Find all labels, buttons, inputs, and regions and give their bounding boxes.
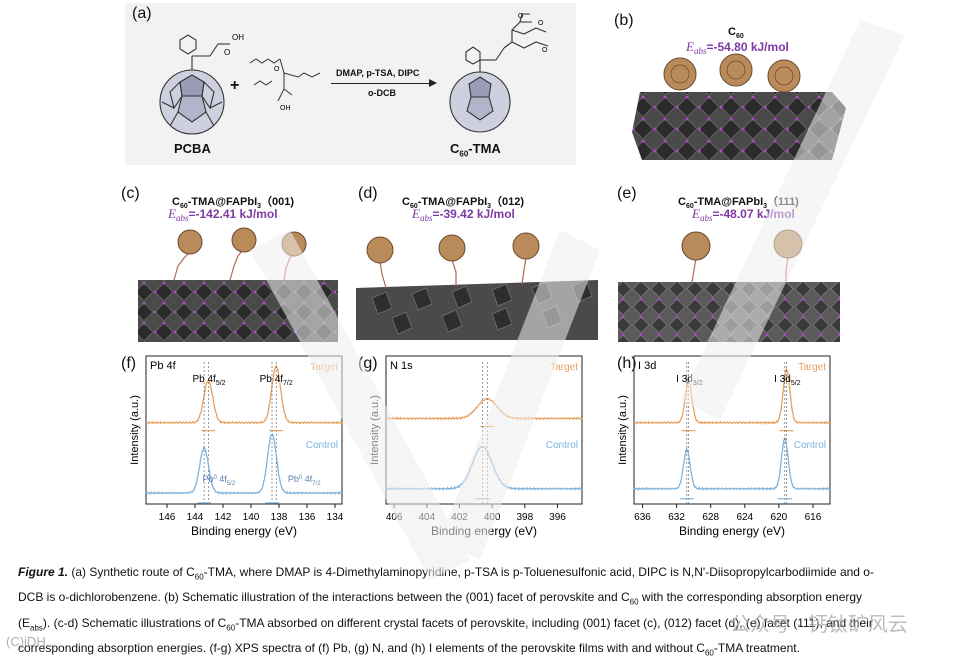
- plot-frame: [385, 355, 583, 505]
- x-tick-label: 398: [516, 512, 533, 523]
- xps-chart-i: 636 632 628 624 620 616 Binding energy (eV) Int…: [617, 355, 831, 538]
- panel-label-a: (a): [132, 5, 152, 22]
- panel-b-model: [632, 53, 846, 160]
- panel-d-model: [356, 232, 598, 340]
- panel-c-eabs: Eabs=-142.41 kJ/mol: [168, 206, 278, 224]
- series-label-control: Control: [306, 440, 338, 451]
- svg-text:O: O: [518, 13, 524, 20]
- peak-label: I 3d3/2: [676, 374, 703, 387]
- reaction-arrow: [331, 83, 431, 84]
- series-line-target: [385, 397, 583, 421]
- svg-text:O: O: [274, 66, 280, 73]
- x-axis-label: Binding energy (eV): [191, 524, 297, 538]
- panel-label-f: (f): [121, 355, 137, 372]
- series-label-target: Target: [310, 362, 338, 373]
- panel-label-b: (b): [614, 12, 634, 29]
- x-tick-label: 402: [451, 512, 468, 523]
- x-tick-label: 142: [215, 512, 232, 523]
- x-tick-label: 636: [634, 512, 651, 523]
- y-axis-label: Intensity (a.u.): [129, 395, 141, 465]
- caption-line-3: (Eabs). (c-d) Schematic illustrations of…: [18, 615, 873, 633]
- figure-caption: Figure 1. (a) Synthetic route of C60-TMA…: [18, 562, 953, 664]
- panel-d-eabs: Eabs=-39.42 kJ/mol: [412, 206, 515, 224]
- series-line-target: [633, 367, 831, 425]
- x-tick-label: 624: [736, 512, 753, 523]
- series-label-target: Target: [550, 362, 578, 373]
- series-label-target: Target: [798, 362, 826, 373]
- x-tick-label: 136: [299, 512, 316, 523]
- svg-text:OH: OH: [280, 105, 291, 112]
- x-tick-label: 144: [187, 512, 204, 523]
- panel-c-model: [138, 227, 338, 342]
- x-tick-label: 628: [702, 512, 719, 523]
- x-axis-label: Binding energy (eV): [431, 524, 537, 538]
- c60-tma-structure: O O O: [449, 13, 549, 133]
- panel-label-e: (e): [617, 185, 637, 202]
- product-label: C60-TMA: [450, 141, 501, 159]
- x-tick-label: 138: [271, 512, 288, 523]
- metal-pb-label: Pb0 4f7/2: [288, 474, 321, 487]
- reaction-arrow-head: [429, 79, 437, 87]
- x-tick-label: 400: [484, 512, 501, 523]
- svg-text:O: O: [538, 20, 544, 27]
- peak-label: I 3d5/2: [774, 374, 801, 387]
- plot-frame: [633, 355, 831, 505]
- series-line-control: [385, 445, 583, 492]
- watermark-corner: (C)iDH...: [6, 634, 57, 649]
- svg-text:O: O: [542, 47, 548, 54]
- series-line-target: [145, 364, 343, 425]
- reaction-conditions-bottom: o-DCB: [368, 88, 396, 98]
- panel-e-eabs: Eabs=-48.07 kJ/mol: [692, 206, 795, 224]
- corner-label: N 1s: [390, 360, 413, 372]
- x-tick-label: 134: [327, 512, 344, 523]
- corner-label: Pb 4f: [150, 360, 177, 372]
- reagent-pcba-label: PCBA: [174, 141, 211, 156]
- reaction-conditions-top: DMAP, p-TSA, DIPC: [336, 68, 420, 78]
- peak-label: Pb 4f7/2: [260, 374, 293, 387]
- svg-text:OH: OH: [232, 33, 244, 42]
- xps-chart-pb: 146 144 142 140 138 136 134 Binding energy (eV)…: [129, 355, 344, 538]
- x-tick-label: 406: [386, 512, 403, 523]
- caption-line-4: corresponding absorption energies. (f-g)…: [18, 641, 800, 658]
- x-tick-label: 146: [159, 512, 176, 523]
- series-label-control: Control: [794, 440, 826, 451]
- panel-label-c: (c): [121, 185, 140, 202]
- y-axis-label: Intensity (a.u.): [369, 395, 381, 465]
- x-tick-label: 140: [243, 512, 260, 523]
- corner-label: I 3d: [638, 360, 656, 372]
- plus-sign: +: [230, 77, 240, 94]
- x-axis-label: Binding energy (eV): [679, 524, 785, 538]
- caption-line-1: Figure 1. (a) Synthetic route of C60-TMA…: [18, 565, 874, 582]
- metal-pb-label: Pb0 4f5/2: [202, 474, 235, 487]
- x-tick-label: 620: [771, 512, 788, 523]
- y-axis-label: Intensity (a.u.): [617, 395, 629, 465]
- panel-label-h: (h): [617, 355, 637, 372]
- x-tick-label: 616: [805, 512, 822, 523]
- series-line-control: [633, 437, 831, 491]
- svg-text:O: O: [224, 48, 230, 57]
- xps-chart-n: 406 404 402 400 398 396 Binding energy (eV) Int…: [369, 355, 583, 538]
- watermark-text: 公众号 · 钙钛矿风云: [730, 614, 908, 636]
- x-tick-label: 396: [549, 512, 566, 523]
- peak-label: Pb 4f5/2: [192, 374, 225, 387]
- pcba-structure: OH O: [159, 33, 244, 135]
- panel-label-d: (d): [358, 185, 378, 202]
- panel-d-title: C60-TMA@FAPbI3（012): [402, 196, 525, 211]
- tma-structure: O OH: [249, 58, 321, 112]
- panel-c-title: C60-TMA@FAPbI3（001): [172, 196, 295, 211]
- x-tick-label: 404: [418, 512, 435, 523]
- x-tick-label: 632: [668, 512, 685, 523]
- series-label-control: Control: [546, 440, 578, 451]
- caption-line-2: DCB is o-dichlorobenzene. (b) Schematic …: [18, 590, 863, 607]
- panel-e-model: [618, 229, 840, 342]
